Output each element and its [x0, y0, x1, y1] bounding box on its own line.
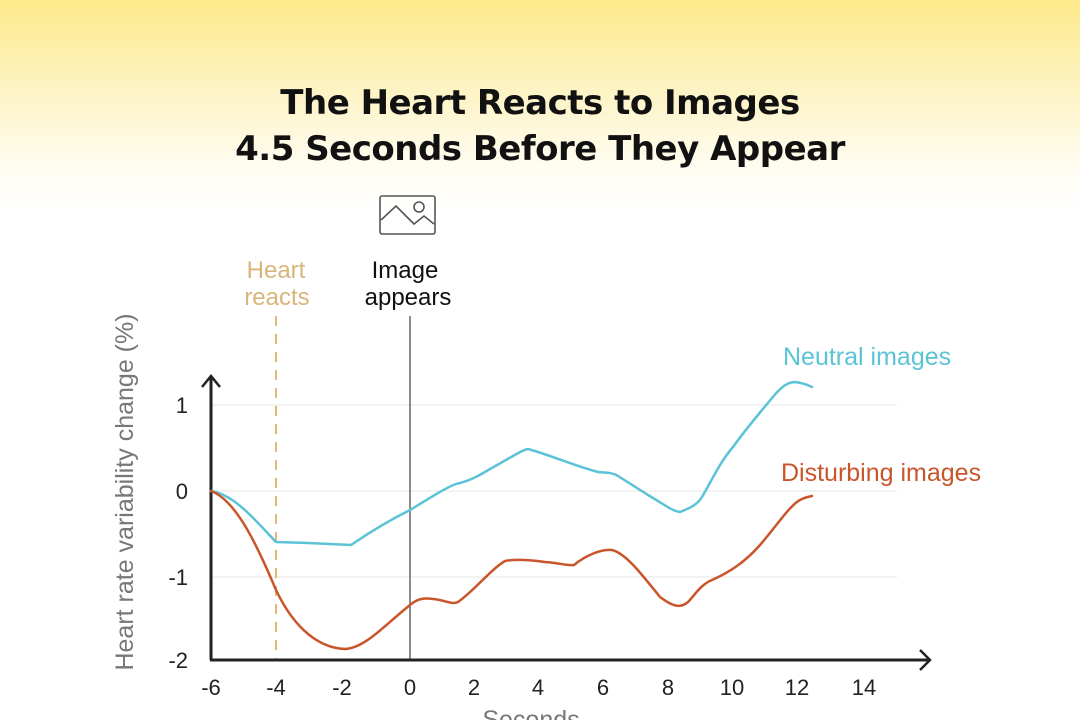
image-appears-label-1: Image [372, 257, 439, 284]
heart-reacts-label-2: reacts [244, 284, 309, 311]
y-tick: -2 [168, 648, 188, 673]
x-tick-labels: -6 -4 -2 0 2 4 6 8 10 12 14 [201, 675, 876, 700]
y-axis [201, 374, 221, 660]
disturbing-legend-label: Disturbing images [781, 459, 981, 487]
x-tick: 4 [532, 675, 544, 700]
gridlines [212, 404, 897, 578]
y-tick: 1 [176, 393, 188, 418]
x-tick: 8 [662, 675, 674, 700]
heart-reacts-label-1: Heart [247, 257, 306, 284]
disturbing-series-line [209, 489, 814, 651]
neutral-legend-label: Neutral images [783, 343, 951, 371]
x-tick: -6 [201, 675, 221, 700]
image-icon [379, 195, 436, 235]
x-axis [210, 649, 932, 671]
y-axis-title: Heart rate variability change (%) [111, 313, 139, 670]
y-tick-labels: 1 0 -1 -2 [168, 393, 188, 673]
y-tick: 0 [176, 479, 188, 504]
x-tick: 6 [597, 675, 609, 700]
x-tick: -2 [332, 675, 352, 700]
x-tick: 2 [468, 675, 480, 700]
title-line-2: 4.5 Seconds Before They Appear [235, 129, 845, 169]
image-appears-label-2: appears [365, 284, 452, 311]
title-line-1: The Heart Reacts to Images [280, 83, 800, 123]
neutral-series-line [209, 380, 814, 547]
y-tick: -1 [168, 565, 188, 590]
x-axis-title: Seconds [482, 706, 579, 720]
x-tick: 10 [720, 675, 744, 700]
x-tick: 0 [404, 675, 416, 700]
chart-title: The Heart Reacts to Images 4.5 Seconds B… [0, 80, 1080, 172]
x-tick: 12 [785, 675, 809, 700]
x-tick: -4 [266, 675, 286, 700]
x-tick: 14 [852, 675, 876, 700]
